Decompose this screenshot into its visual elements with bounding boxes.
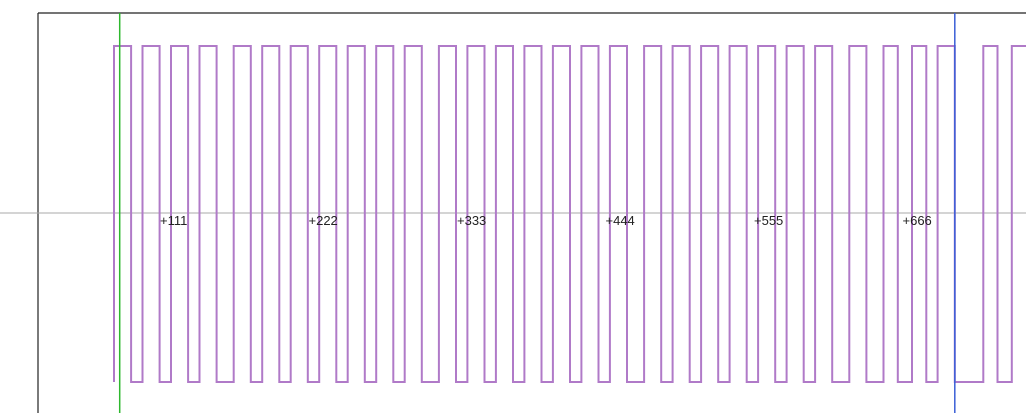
x-tick-label-plus-333: +333 [457, 213, 486, 228]
waveform-layer [113, 45, 1026, 383]
x-tick-label-plus-444: +444 [606, 213, 635, 228]
square-wave-trace-0 [113, 45, 1026, 383]
x-tick-label-plus-555: +555 [754, 213, 783, 228]
x-tick-label-plus-666: +666 [903, 213, 932, 228]
x-tick-label-plus-111: +111 [160, 213, 187, 228]
x-tick-label-plus-222: +222 [309, 213, 338, 228]
tick-label-layer: +111 +222 +333 +444 +555 +666 [160, 213, 932, 228]
cursor-layer [118, 13, 956, 413]
